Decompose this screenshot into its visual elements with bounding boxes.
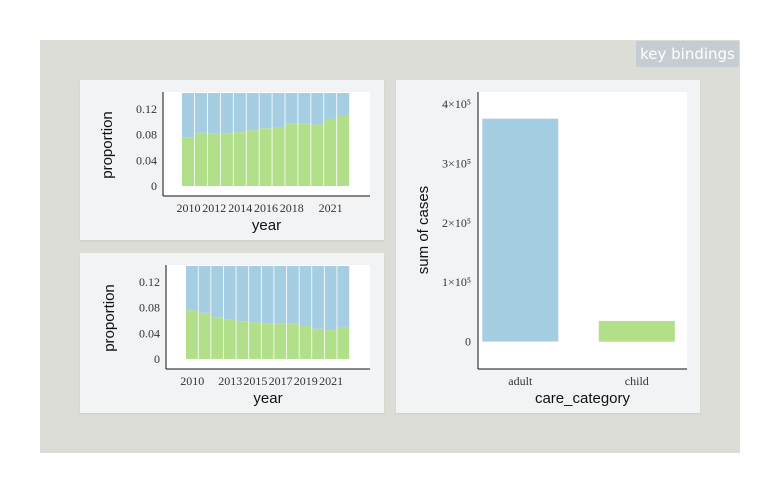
bar-segment-2019-green bbox=[298, 123, 311, 186]
bar-child bbox=[598, 320, 675, 342]
bar-segment-2020-blue bbox=[312, 266, 324, 329]
bar-segment-2022-green bbox=[337, 326, 350, 359]
bar-segment-2019-blue bbox=[298, 93, 311, 124]
bar-adult bbox=[482, 118, 559, 342]
bar-segment-2014-green bbox=[233, 132, 246, 186]
bar-segment-2010-green bbox=[182, 137, 195, 186]
bar-segment-2016-blue bbox=[261, 266, 274, 324]
bar-segment-2012-blue bbox=[207, 93, 220, 134]
y-tick-label: 0 bbox=[151, 179, 157, 193]
bar-segment-2018-blue bbox=[286, 266, 299, 324]
bar-segment-2020-blue bbox=[311, 93, 324, 125]
bar-segment-2013-blue bbox=[223, 266, 236, 320]
bar-segment-2017-green bbox=[274, 323, 287, 359]
y-tick-label: 2×10⁵ bbox=[442, 216, 471, 230]
x-tick-label: 2018 bbox=[280, 201, 304, 215]
chart-svg-top: 0 0.04 0.08 0.12 2010 2012 2014 2016 2018 2021 yea… bbox=[99, 92, 370, 234]
proportion-by-year-chart-bottom: 0 0.04 0.08 0.12 2010 2013 2015 2017 2019 2021 yea… bbox=[80, 253, 384, 413]
bar-segment-2018-blue bbox=[285, 93, 298, 124]
bar-segment-2010-green bbox=[186, 310, 198, 359]
x-axis-title: care_category bbox=[535, 390, 631, 407]
bar-segment-2011-blue bbox=[198, 266, 211, 313]
bar-segment-2013-blue bbox=[220, 93, 233, 134]
chart-svg-care-category: adult child 0 1×10⁵ 2×10⁵ 3×10⁵ 4×10⁵ care_cate… bbox=[415, 92, 687, 407]
bar-segment-2020-green bbox=[311, 124, 324, 186]
x-tick-label: 2015 bbox=[243, 374, 267, 388]
chart-svg-bottom: 0 0.04 0.08 0.12 2010 2013 2015 2017 2019 2021 yea… bbox=[101, 265, 370, 407]
bar-segment-2010-blue bbox=[182, 93, 195, 138]
bar-segment-2015-blue bbox=[249, 266, 261, 323]
bar-segment-2022-green bbox=[337, 115, 350, 186]
x-tick-label: 2017 bbox=[269, 374, 293, 388]
y-tick-label: 0.08 bbox=[136, 128, 157, 142]
x-axis-title: year bbox=[253, 390, 282, 407]
y-tick-label: 4×10⁵ bbox=[442, 97, 471, 111]
y-tick-label: 0.04 bbox=[139, 326, 160, 340]
y-tick-label: 0.04 bbox=[136, 153, 157, 167]
bar-segment-2022-blue bbox=[337, 266, 350, 327]
bar-segment-2019-blue bbox=[299, 266, 312, 326]
x-tick-label: 2010 bbox=[177, 201, 201, 215]
bar-segment-2021-blue bbox=[324, 266, 337, 331]
y-tick-label: 1×10⁵ bbox=[442, 275, 471, 289]
bar-segment-2019-green bbox=[299, 325, 312, 359]
bar-segment-2012-green bbox=[207, 133, 220, 186]
bar-segment-2015-blue bbox=[246, 93, 259, 131]
bar-segment-2015-green bbox=[246, 130, 259, 186]
y-axis-title: proportion bbox=[101, 284, 118, 352]
bar-segment-2014-blue bbox=[233, 93, 246, 133]
y-tick-label: 0.12 bbox=[136, 102, 157, 116]
bar-segment-2016-green bbox=[259, 128, 272, 186]
x-tick-label: 2021 bbox=[319, 201, 343, 215]
bar-segment-2018-green bbox=[285, 123, 298, 186]
bar-segment-2017-blue bbox=[272, 93, 285, 127]
bar-segment-2017-blue bbox=[274, 266, 287, 324]
y-tick-label: 0.12 bbox=[139, 275, 160, 289]
bar-segment-2010-blue bbox=[186, 266, 198, 311]
bar-segment-2013-green bbox=[223, 319, 236, 359]
bar-segment-2014-blue bbox=[236, 266, 249, 322]
bar-segment-2021-blue bbox=[324, 93, 337, 120]
y-axis-title: proportion bbox=[99, 111, 116, 179]
x-tick-label: 2021 bbox=[319, 374, 343, 388]
y-tick-label: 0.08 bbox=[139, 301, 160, 315]
x-tick-label: 2014 bbox=[228, 201, 252, 215]
y-axis-title: sum of cases bbox=[415, 186, 432, 274]
bar-segment-2021-green bbox=[324, 330, 337, 359]
key-bindings-button[interactable]: key bindings bbox=[636, 41, 739, 67]
sum-of-cases-by-care-category-chart: adult child 0 1×10⁵ 2×10⁵ 3×10⁵ 4×10⁵ care_cate… bbox=[396, 80, 700, 413]
bar-segment-2011-green bbox=[198, 312, 211, 359]
x-tick-label: 2019 bbox=[294, 374, 318, 388]
y-tick-label: 0 bbox=[154, 352, 160, 366]
bar-segment-2020-green bbox=[312, 328, 324, 359]
x-tick-label-adult: adult bbox=[508, 374, 533, 388]
bar-segment-2016-green bbox=[261, 323, 274, 359]
x-tick-label: 2010 bbox=[180, 374, 204, 388]
x-axis-title: year bbox=[252, 217, 281, 234]
bar-segment-2016-blue bbox=[259, 93, 272, 129]
bar-segment-2015-green bbox=[249, 322, 261, 359]
x-tick-label-child: child bbox=[625, 374, 649, 388]
proportion-by-year-chart-top: 0 0.04 0.08 0.12 2010 2012 2014 2016 2018 2021 yea… bbox=[80, 80, 384, 240]
bar-segment-2011-blue bbox=[194, 93, 208, 133]
y-tick-label: 3×10⁵ bbox=[442, 156, 471, 170]
bar-segment-2014-green bbox=[236, 321, 249, 359]
bar-segment-2012-green bbox=[211, 317, 224, 359]
bar-segment-2012-blue bbox=[211, 266, 224, 318]
y-tick-label: 0 bbox=[465, 335, 471, 349]
x-tick-label: 2016 bbox=[254, 201, 278, 215]
bar-segment-2018-green bbox=[286, 323, 299, 359]
bar-segment-2017-green bbox=[272, 126, 285, 186]
bar-segment-2011-green bbox=[194, 132, 208, 186]
x-tick-label: 2012 bbox=[202, 201, 226, 215]
bar-segment-2013-green bbox=[220, 133, 233, 186]
x-tick-label: 2013 bbox=[218, 374, 242, 388]
bar-segment-2022-blue bbox=[337, 93, 350, 116]
bar-segment-2021-green bbox=[324, 119, 337, 186]
